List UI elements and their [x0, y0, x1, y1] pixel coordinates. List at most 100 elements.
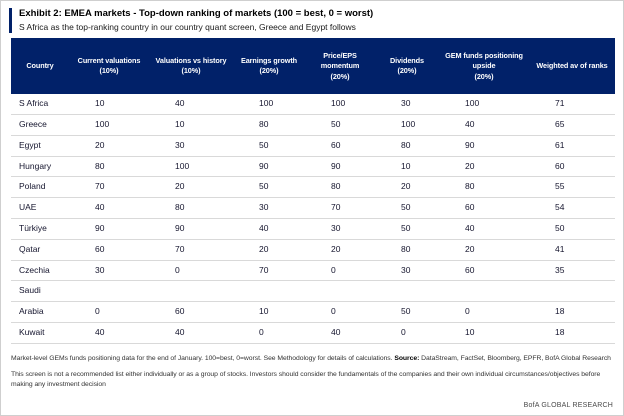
country-cell: Poland [11, 176, 69, 199]
bofa-branding: BofA GLOBAL RESEARCH [523, 402, 613, 409]
column-label: Weighted av of ranks [536, 61, 608, 71]
value-cell: 71 [529, 94, 615, 116]
value-cell: 0 [305, 301, 375, 323]
value-cell: 70 [69, 176, 149, 199]
table-row: UAE 40 80 30 70 50 60 54 [11, 197, 615, 219]
country-cell: Arabia [11, 301, 69, 323]
value-cell: 80 [439, 176, 529, 199]
value-cell [375, 280, 439, 303]
value-cell: 100 [439, 94, 529, 116]
column-weight: (20%) [259, 66, 279, 76]
value-cell: 20 [149, 176, 233, 199]
header-row: Country Current valuations (10%) Valuati… [11, 38, 615, 95]
value-cell: 60 [149, 301, 233, 323]
value-cell: 80 [233, 114, 305, 136]
value-cell: 20 [439, 156, 529, 178]
value-cell: 0 [149, 260, 233, 282]
country-cell: S Africa [11, 94, 69, 116]
value-cell [233, 280, 305, 303]
value-cell: 50 [305, 114, 375, 136]
value-cell: 70 [149, 239, 233, 261]
value-cell: 10 [439, 322, 529, 344]
value-cell: 18 [529, 301, 615, 323]
value-cell: 10 [233, 301, 305, 323]
country-cell: Kuwait [11, 322, 69, 344]
footnotes: Market-level GEMs funds positioning data… [11, 354, 613, 391]
value-cell: 30 [233, 197, 305, 219]
value-cell: 50 [375, 218, 439, 240]
value-cell: 65 [529, 114, 615, 136]
value-cell: 70 [305, 197, 375, 219]
value-cell: 90 [439, 135, 529, 157]
table-row: Egypt 20 30 50 60 80 90 61 [11, 135, 615, 157]
value-cell: 35 [529, 260, 615, 282]
value-cell: 0 [69, 301, 149, 323]
value-cell: 60 [529, 156, 615, 178]
source-label: Source: [394, 354, 420, 362]
value-cell: 40 [149, 322, 233, 344]
value-cell: 40 [439, 114, 529, 136]
column-header-weighted-av: Weighted av of ranks [529, 38, 615, 95]
value-cell: 80 [305, 176, 375, 199]
footnote-1: Market-level GEMs funds positioning data… [11, 354, 613, 364]
value-cell: 100 [305, 94, 375, 116]
ranking-table: Country Current valuations (10%) Valuati… [11, 38, 615, 344]
column-label: Country [26, 61, 54, 71]
country-cell: Qatar [11, 239, 69, 261]
value-cell: 100 [233, 94, 305, 116]
value-cell: 90 [233, 156, 305, 178]
value-cell: 30 [149, 135, 233, 157]
value-cell: 20 [69, 135, 149, 157]
column-header-country: Country [11, 38, 69, 95]
value-cell: 100 [69, 114, 149, 136]
country-cell: Saudi [11, 280, 69, 303]
table-row: Saudi [11, 280, 615, 303]
table-row: Arabia 0 60 10 0 50 0 18 [11, 301, 615, 323]
exhibit-subtitle: S Africa as the top-ranking country in o… [19, 22, 356, 33]
value-cell: 50 [529, 218, 615, 240]
value-cell: 55 [529, 176, 615, 199]
value-cell: 10 [149, 114, 233, 136]
value-cell: 100 [375, 114, 439, 136]
value-cell: 60 [439, 197, 529, 219]
column-label: Price/EPS momentum [320, 50, 360, 71]
table-row: Hungary 80 100 90 90 10 20 60 [11, 156, 615, 178]
column-weight: (20%) [330, 71, 350, 81]
value-cell: 40 [69, 197, 149, 219]
value-cell: 0 [305, 260, 375, 282]
value-cell [305, 280, 375, 303]
country-cell: Czechia [11, 260, 69, 282]
value-cell: 61 [529, 135, 615, 157]
column-header-earnings-growth: Earnings growth (20%) [233, 38, 305, 95]
column-label: Valuations vs history [155, 55, 227, 65]
value-cell: 50 [233, 135, 305, 157]
value-cell: 80 [375, 135, 439, 157]
value-cell [529, 280, 615, 303]
value-cell: 40 [69, 322, 149, 344]
source-list: DataStream, FactSet, Bloomberg, EPFR, Bo… [419, 354, 611, 362]
country-cell: Türkiye [11, 218, 69, 240]
column-label: GEM funds positioning upside [445, 50, 523, 71]
exhibit-title-block: Exhibit 2: EMEA markets - Top-down ranki… [9, 8, 613, 34]
value-cell: 20 [305, 239, 375, 261]
table-row: Czechia 30 0 70 0 30 60 35 [11, 260, 615, 282]
value-cell: 60 [69, 239, 149, 261]
column-weight: (20%) [474, 71, 494, 81]
value-cell: 20 [375, 176, 439, 199]
value-cell: 80 [375, 239, 439, 261]
value-cell: 40 [233, 218, 305, 240]
column-header-dividends: Dividends (20%) [375, 38, 439, 95]
value-cell: 60 [439, 260, 529, 282]
value-cell: 70 [233, 260, 305, 282]
column-weight: (10%) [181, 66, 201, 76]
column-header-price-eps-momentum: Price/EPS momentum (20%) [305, 38, 375, 95]
value-cell: 30 [305, 218, 375, 240]
value-cell: 0 [439, 301, 529, 323]
column-header-valuations-vs-history: Valuations vs history (10%) [149, 38, 233, 95]
country-cell: UAE [11, 197, 69, 219]
value-cell: 41 [529, 239, 615, 261]
table-row: Türkiye 90 90 40 30 50 40 50 [11, 218, 615, 240]
value-cell: 100 [149, 156, 233, 178]
value-cell: 10 [69, 94, 149, 116]
